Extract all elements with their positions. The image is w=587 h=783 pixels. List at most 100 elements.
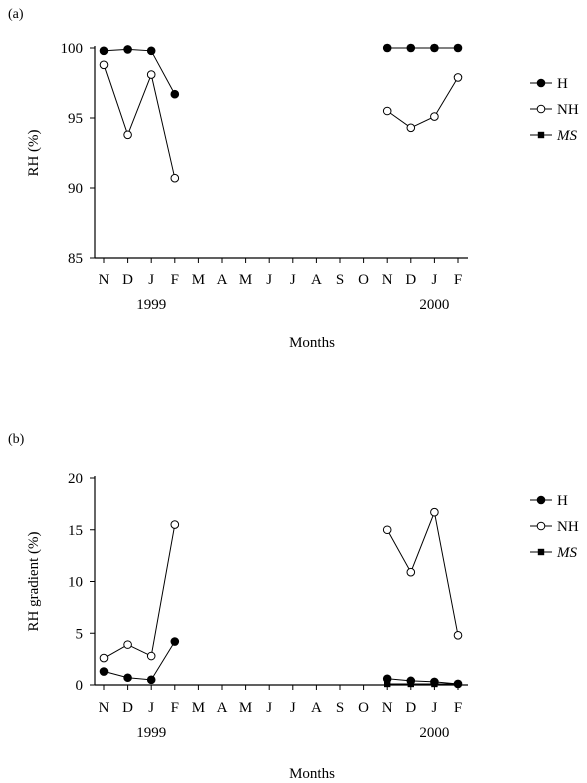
x-tick-label: J <box>266 700 272 716</box>
x-tick-label: N <box>99 272 110 288</box>
year-label: 1999 <box>136 297 166 313</box>
data-point <box>430 112 439 121</box>
series-nh <box>99 60 463 183</box>
x-tick-label: A <box>217 700 228 716</box>
x-tick-label: F <box>454 272 462 288</box>
legend-marker <box>537 548 545 556</box>
x-tick-label: N <box>382 700 393 716</box>
legend: H NH MS <box>530 76 579 144</box>
year-label: 2000 <box>419 725 449 741</box>
data-point <box>99 46 109 56</box>
data-point <box>146 675 156 685</box>
x-tick-label: A <box>311 272 322 288</box>
data-point <box>146 70 156 79</box>
data-point <box>146 46 156 56</box>
x-tick-label: D <box>122 700 133 716</box>
y-tick-label: 15 <box>68 523 83 539</box>
data-point <box>382 525 392 535</box>
data-point <box>123 640 132 649</box>
data-point <box>99 653 109 663</box>
legend-marker <box>536 104 546 114</box>
data-point <box>382 674 392 684</box>
data-point <box>123 45 132 54</box>
y-tick-label: 85 <box>68 251 83 267</box>
series-h <box>99 43 463 99</box>
data-point <box>123 673 132 683</box>
data-point <box>382 43 392 53</box>
data-point <box>430 507 439 517</box>
year-label: 1999 <box>136 725 166 741</box>
x-tick-label: F <box>454 700 462 716</box>
legend-label: MS <box>556 128 577 144</box>
legend-label: MS <box>556 545 577 561</box>
x-tick-label: J <box>290 272 296 288</box>
data-point <box>406 676 416 686</box>
data-point <box>170 89 180 99</box>
series-line <box>386 510 459 636</box>
x-axis-label: Months <box>289 335 335 351</box>
x-tick-label: S <box>336 272 344 288</box>
x-tick-label: J <box>266 272 272 288</box>
x-tick-label: O <box>358 272 369 288</box>
x-tick-label: S <box>336 700 344 716</box>
x-tick-label: F <box>171 700 179 716</box>
data-point <box>99 60 109 70</box>
x-tick-label: D <box>405 272 416 288</box>
y-tick-label: 20 <box>68 471 83 487</box>
data-point <box>406 43 416 53</box>
x-tick-label: M <box>239 272 252 288</box>
x-tick-label: A <box>217 272 228 288</box>
y-tick-label: 5 <box>76 626 84 642</box>
year-label: 2000 <box>419 297 449 313</box>
data-point <box>453 43 463 53</box>
data-point <box>170 520 180 529</box>
legend-label: H <box>557 76 568 92</box>
data-point <box>384 680 391 688</box>
data-point <box>170 173 180 183</box>
data-point <box>99 667 109 676</box>
legend: H NH MS <box>530 493 579 561</box>
x-tick-label: J <box>431 272 437 288</box>
series-line <box>103 641 176 681</box>
legend-label: NH <box>557 519 579 535</box>
x-axis-label: Months <box>289 766 335 782</box>
series-line <box>386 77 459 129</box>
x-tick-label: J <box>290 700 296 716</box>
series-nh <box>99 507 463 663</box>
x-tick-label: D <box>405 700 416 716</box>
data-point <box>406 123 416 133</box>
x-tick-label: M <box>192 272 205 288</box>
legend-label: H <box>557 493 568 509</box>
legend-marker <box>536 521 546 531</box>
x-tick-label: M <box>239 700 252 716</box>
x-tick-label: M <box>192 700 205 716</box>
y-axis-label: RH gradient (%) <box>26 532 42 632</box>
y-tick-label: 10 <box>68 575 83 591</box>
data-point <box>382 106 392 116</box>
data-point <box>430 677 439 687</box>
legend-marker <box>536 78 546 88</box>
x-tick-label: A <box>311 700 322 716</box>
data-point <box>453 73 463 82</box>
x-tick-label: N <box>99 700 110 716</box>
data-point <box>146 651 156 661</box>
x-tick-label: N <box>382 272 393 288</box>
x-tick-label: J <box>431 700 437 716</box>
data-point <box>430 43 439 53</box>
series-line <box>387 678 459 685</box>
x-tick-label: J <box>148 272 154 288</box>
x-tick-label: O <box>358 700 369 716</box>
x-tick-label: D <box>122 272 133 288</box>
series-line <box>103 524 176 659</box>
data-point <box>123 130 132 140</box>
series-line <box>103 64 176 179</box>
panel-label: (a) <box>8 7 24 22</box>
legend-marker <box>537 131 545 139</box>
data-point <box>170 637 180 646</box>
y-tick-label: 100 <box>61 41 84 57</box>
x-tick-label: F <box>171 272 179 288</box>
y-axis-label: RH (%) <box>26 129 42 176</box>
data-point <box>453 679 463 689</box>
